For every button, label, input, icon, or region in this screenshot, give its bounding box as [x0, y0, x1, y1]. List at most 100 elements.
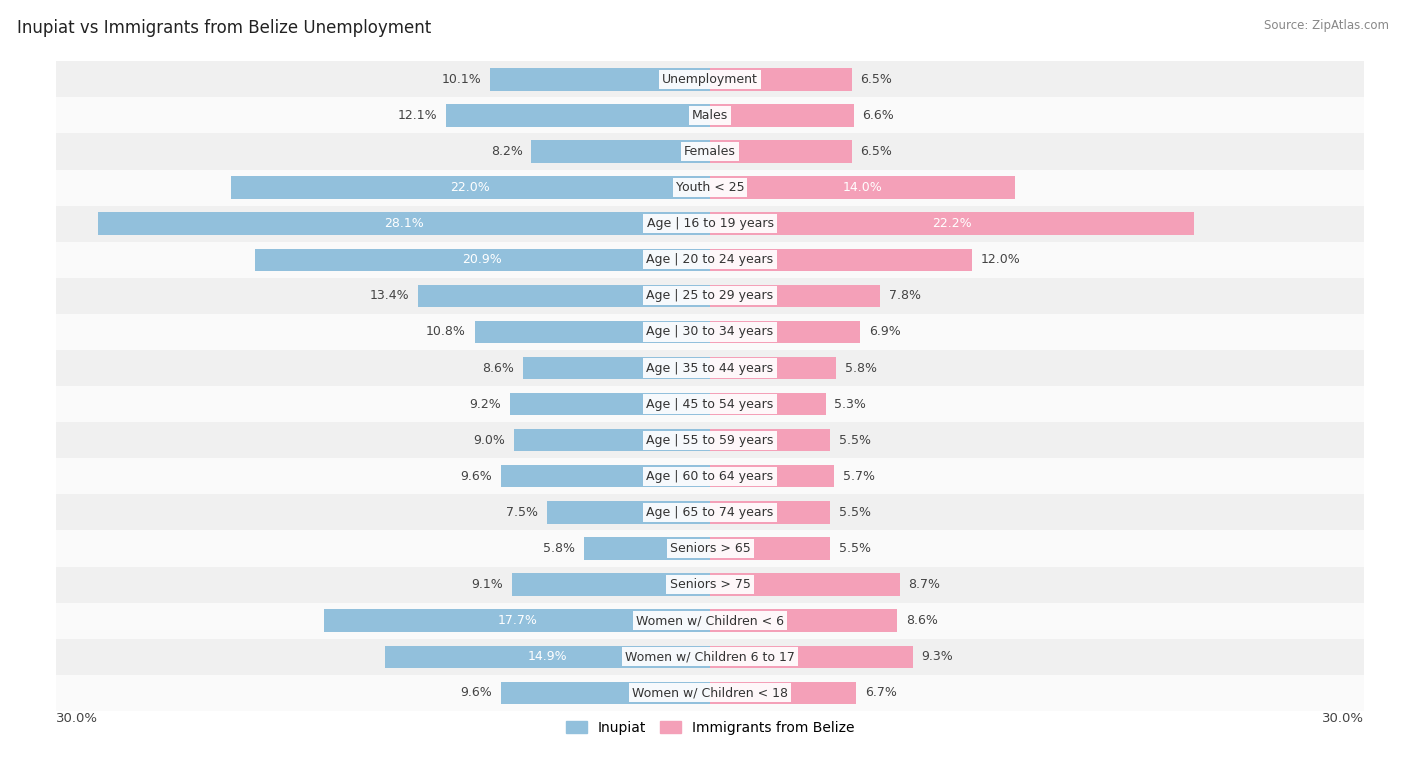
Text: 30.0%: 30.0% [56, 712, 98, 724]
Bar [509, 393, 710, 416]
Bar [710, 321, 860, 343]
Text: 9.0%: 9.0% [474, 434, 505, 447]
Text: Age | 65 to 74 years: Age | 65 to 74 years [647, 506, 773, 519]
Text: Females: Females [685, 145, 735, 158]
Bar [446, 104, 710, 126]
Bar [710, 573, 900, 596]
Text: 9.2%: 9.2% [470, 397, 501, 410]
Text: Women w/ Children 6 to 17: Women w/ Children 6 to 17 [626, 650, 794, 663]
Text: 6.9%: 6.9% [869, 326, 901, 338]
Text: 8.2%: 8.2% [491, 145, 523, 158]
Bar [56, 170, 1364, 206]
Bar [56, 61, 1364, 98]
Text: 8.6%: 8.6% [905, 614, 938, 627]
Text: 9.3%: 9.3% [921, 650, 953, 663]
Text: 12.1%: 12.1% [398, 109, 437, 122]
Bar [710, 429, 830, 451]
Bar [710, 68, 852, 91]
Text: Age | 35 to 44 years: Age | 35 to 44 years [647, 362, 773, 375]
Bar [710, 248, 972, 271]
Bar [710, 213, 1194, 235]
Bar [231, 176, 710, 199]
Bar [710, 465, 834, 488]
Text: Age | 60 to 64 years: Age | 60 to 64 years [647, 470, 773, 483]
Bar [56, 350, 1364, 386]
Text: 6.7%: 6.7% [865, 687, 897, 699]
Text: 28.1%: 28.1% [384, 217, 423, 230]
Text: 14.0%: 14.0% [842, 181, 883, 194]
Bar [489, 68, 710, 91]
Text: 6.5%: 6.5% [860, 145, 893, 158]
Text: 12.0%: 12.0% [980, 254, 1019, 266]
Text: 8.6%: 8.6% [482, 362, 515, 375]
Text: Youth < 25: Youth < 25 [676, 181, 744, 194]
Bar [710, 501, 830, 524]
Bar [523, 357, 710, 379]
Text: 20.9%: 20.9% [463, 254, 502, 266]
Bar [56, 278, 1364, 314]
Text: 14.9%: 14.9% [527, 650, 568, 663]
Text: 6.6%: 6.6% [862, 109, 894, 122]
Text: 30.0%: 30.0% [1322, 712, 1364, 724]
Text: Age | 20 to 24 years: Age | 20 to 24 years [647, 254, 773, 266]
Text: Women w/ Children < 6: Women w/ Children < 6 [636, 614, 785, 627]
Bar [254, 248, 710, 271]
Bar [56, 98, 1364, 133]
Text: Age | 16 to 19 years: Age | 16 to 19 years [647, 217, 773, 230]
Text: Age | 45 to 54 years: Age | 45 to 54 years [647, 397, 773, 410]
Bar [56, 603, 1364, 639]
Bar [710, 681, 856, 704]
Bar [56, 206, 1364, 241]
Text: 6.5%: 6.5% [860, 73, 893, 86]
Text: Seniors > 75: Seniors > 75 [669, 578, 751, 591]
Text: 8.7%: 8.7% [908, 578, 941, 591]
Text: 5.8%: 5.8% [845, 362, 877, 375]
Text: Inupiat vs Immigrants from Belize Unemployment: Inupiat vs Immigrants from Belize Unempl… [17, 19, 432, 37]
Text: Males: Males [692, 109, 728, 122]
Text: 7.8%: 7.8% [889, 289, 921, 302]
Bar [710, 537, 830, 559]
Text: Women w/ Children < 18: Women w/ Children < 18 [633, 687, 787, 699]
Bar [56, 422, 1364, 458]
Bar [512, 573, 710, 596]
Bar [710, 285, 880, 307]
Text: Age | 25 to 29 years: Age | 25 to 29 years [647, 289, 773, 302]
Bar [385, 646, 710, 668]
Bar [56, 241, 1364, 278]
Bar [56, 314, 1364, 350]
Text: 10.1%: 10.1% [441, 73, 481, 86]
Bar [56, 458, 1364, 494]
Text: 9.6%: 9.6% [460, 687, 492, 699]
Bar [475, 321, 710, 343]
Bar [418, 285, 710, 307]
Text: Seniors > 65: Seniors > 65 [669, 542, 751, 555]
Bar [56, 674, 1364, 711]
Text: 22.2%: 22.2% [932, 217, 972, 230]
Bar [56, 386, 1364, 422]
Bar [710, 609, 897, 632]
Text: Age | 55 to 59 years: Age | 55 to 59 years [647, 434, 773, 447]
Text: 17.7%: 17.7% [498, 614, 537, 627]
Text: 5.5%: 5.5% [838, 506, 870, 519]
Bar [325, 609, 710, 632]
Text: Age | 30 to 34 years: Age | 30 to 34 years [647, 326, 773, 338]
Bar [710, 646, 912, 668]
Bar [501, 681, 710, 704]
Text: 22.0%: 22.0% [450, 181, 491, 194]
Bar [710, 104, 853, 126]
Bar [515, 429, 710, 451]
Legend: Inupiat, Immigrants from Belize: Inupiat, Immigrants from Belize [560, 715, 860, 740]
Text: 9.1%: 9.1% [471, 578, 503, 591]
Bar [547, 501, 710, 524]
Text: 10.8%: 10.8% [426, 326, 465, 338]
Text: 13.4%: 13.4% [370, 289, 409, 302]
Bar [710, 176, 1015, 199]
Text: 9.6%: 9.6% [460, 470, 492, 483]
Bar [583, 537, 710, 559]
Bar [56, 133, 1364, 170]
Bar [710, 140, 852, 163]
Text: 5.8%: 5.8% [543, 542, 575, 555]
Bar [56, 639, 1364, 674]
Bar [56, 566, 1364, 603]
Bar [531, 140, 710, 163]
